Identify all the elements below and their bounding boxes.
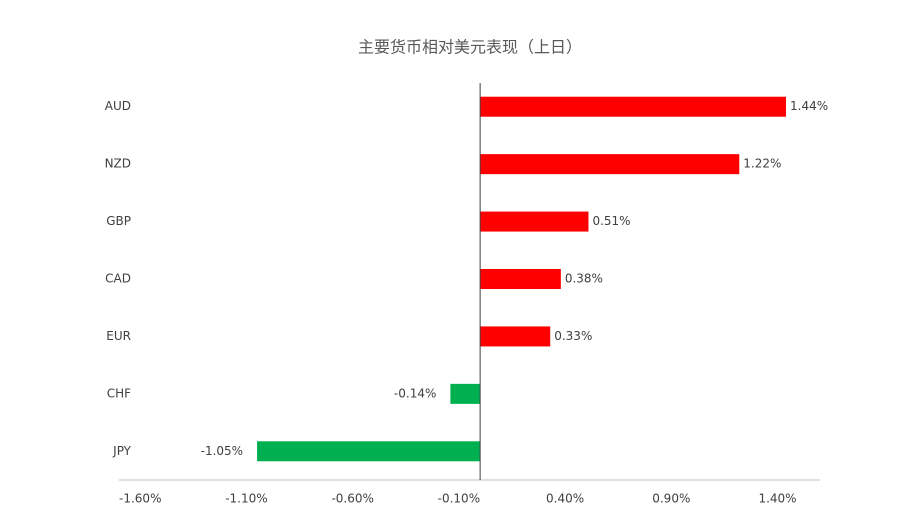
y-tick-label: CHF xyxy=(107,386,131,400)
x-tick-label: -0.10% xyxy=(438,492,480,506)
data-label: 1.44% xyxy=(790,99,828,113)
data-label: 0.33% xyxy=(554,329,592,343)
data-label: 0.51% xyxy=(592,214,630,228)
bar xyxy=(480,154,740,175)
chart-title: 主要货币相对美元表现（上日） xyxy=(358,38,582,57)
y-tick-label: GBP xyxy=(106,214,131,228)
bar xyxy=(450,383,481,404)
x-tick-label: -1.60% xyxy=(119,492,161,506)
data-label: 1.22% xyxy=(743,157,781,171)
bar xyxy=(257,441,481,462)
bar xyxy=(480,211,589,232)
bar xyxy=(480,269,561,289)
y-tick-label: JPY xyxy=(112,444,132,458)
x-tick-label: -1.10% xyxy=(225,492,267,506)
bar xyxy=(480,96,787,117)
y-tick-label: EUR xyxy=(106,329,131,343)
x-tick-label: -0.60% xyxy=(331,492,373,506)
data-label: 0.38% xyxy=(565,272,603,286)
y-tick-label: NZD xyxy=(105,157,131,171)
y-tick-label: CAD xyxy=(105,272,131,286)
data-label: -0.14% xyxy=(394,386,436,400)
y-tick-label: AUD xyxy=(105,99,131,113)
data-label: -1.05% xyxy=(201,444,243,458)
x-tick-label: 0.40% xyxy=(546,492,584,506)
bar xyxy=(480,326,551,347)
x-tick-label: 1.40% xyxy=(758,492,796,506)
x-tick-label: 0.90% xyxy=(652,492,690,506)
